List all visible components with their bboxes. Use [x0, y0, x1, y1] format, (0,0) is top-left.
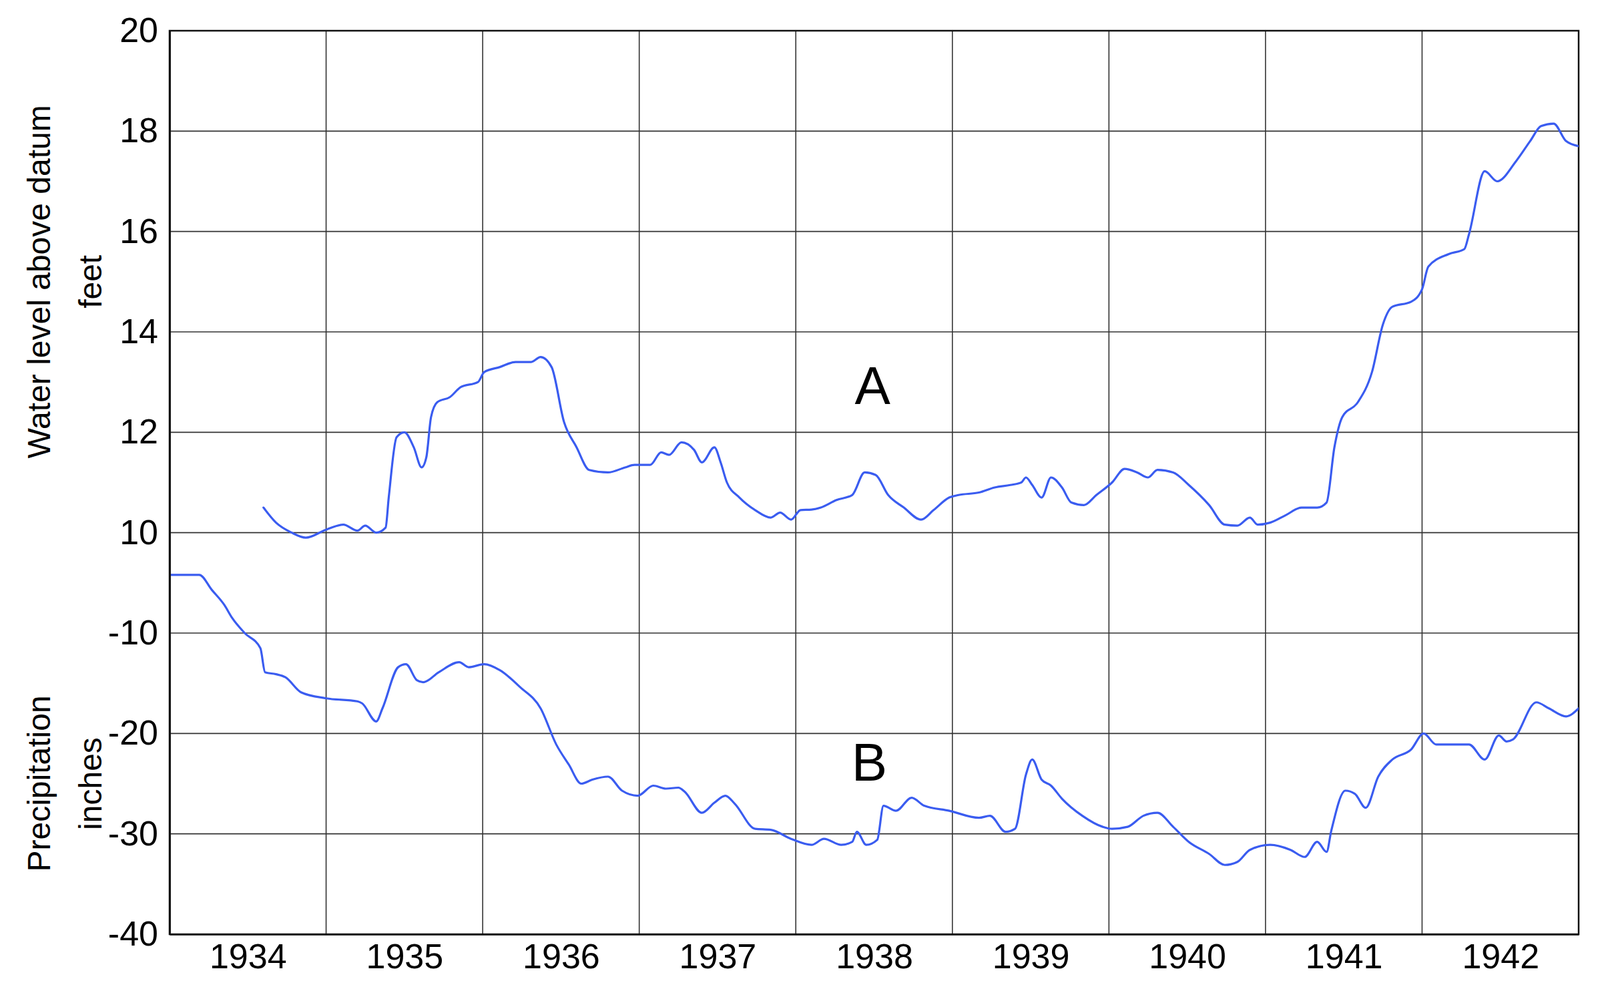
grid-line: [1421, 30, 1424, 934]
grid-line: [325, 30, 328, 934]
series-line: [169, 574, 1579, 865]
annotation: A: [854, 355, 891, 416]
tick-label: 1936: [522, 936, 601, 976]
chart: 1934 1935 1936 1937 1938 1939 1940 1941 1942 10 12…: [0, 0, 1600, 997]
axis-line: [168, 31, 171, 935]
y2-axis-title: inches: [72, 736, 109, 830]
tick: 1940: [1148, 933, 1227, 976]
tick: 1934: [209, 933, 288, 976]
grid-line: [169, 632, 1579, 634]
tick: -30: [108, 813, 170, 853]
tick: 1937: [679, 933, 757, 976]
tick: 1942: [1461, 933, 1540, 976]
axis-line: [168, 31, 171, 935]
tick: -40: [108, 913, 170, 953]
grid-line: [794, 30, 797, 934]
tick: 1939: [992, 933, 1071, 976]
tick-label: 1938: [835, 936, 914, 976]
lines: [169, 123, 1579, 865]
tick-label: 1942: [1461, 936, 1540, 976]
plot-frame: [169, 30, 1579, 934]
grid-line: [169, 130, 1579, 133]
grid-line: [1108, 30, 1111, 934]
y2-axis: -10 -20 -30 -40: [108, 31, 171, 954]
tick-label: 10: [119, 512, 159, 552]
axis-line: [170, 933, 1580, 936]
tick-label: -10: [108, 612, 159, 652]
tick: -10: [108, 612, 170, 652]
grid-line: [169, 933, 1579, 935]
tick-label: -30: [108, 813, 159, 853]
tick: 14: [119, 311, 170, 351]
grid: [169, 30, 1579, 934]
tick-label: 1934: [209, 936, 288, 976]
grid-line: [169, 431, 1579, 434]
tick-label: -40: [108, 913, 159, 953]
tick: 12: [119, 411, 170, 451]
tick-label: 14: [119, 311, 159, 351]
y2-axis-title: Precipitation: [21, 694, 57, 872]
grid-line: [169, 833, 1579, 835]
tick-label: 1940: [1148, 936, 1227, 976]
grid-line: [1264, 30, 1267, 934]
tick: 1935: [365, 933, 444, 976]
tick-label: 1935: [365, 936, 444, 976]
tick-label: 1937: [679, 936, 757, 976]
y-axis-title: feet: [72, 254, 109, 309]
tick: -20: [108, 712, 170, 752]
tick-label: -20: [108, 712, 159, 752]
tick-label: 20: [119, 10, 159, 50]
y-axis: 10 12 14 16 18 20: [119, 10, 170, 934]
tick: 1936: [522, 933, 601, 976]
grid-line: [169, 331, 1579, 333]
grid-line: [169, 230, 1579, 233]
grid-line: [638, 30, 641, 934]
tick: 1941: [1305, 933, 1384, 976]
tick: 20: [119, 10, 170, 50]
tick: 10: [119, 512, 170, 552]
series-line: [263, 123, 1579, 538]
tick: 1938: [835, 933, 914, 976]
tick-label: 16: [119, 211, 159, 251]
grid-line: [951, 30, 954, 934]
tick-label: 1941: [1305, 936, 1384, 976]
tick: 16: [119, 211, 170, 251]
grid-line: [481, 30, 484, 934]
tick: 18: [119, 110, 170, 150]
tick-label: 1939: [992, 936, 1071, 976]
annotation: B: [851, 732, 888, 792]
tick-label: 12: [119, 411, 159, 451]
y-axis-title: Water level above datum: [21, 104, 57, 458]
x-axis: 1934 1935 1936 1937 1938 1939 1940 1941 1942: [170, 933, 1580, 976]
tick-label: 18: [119, 110, 159, 150]
